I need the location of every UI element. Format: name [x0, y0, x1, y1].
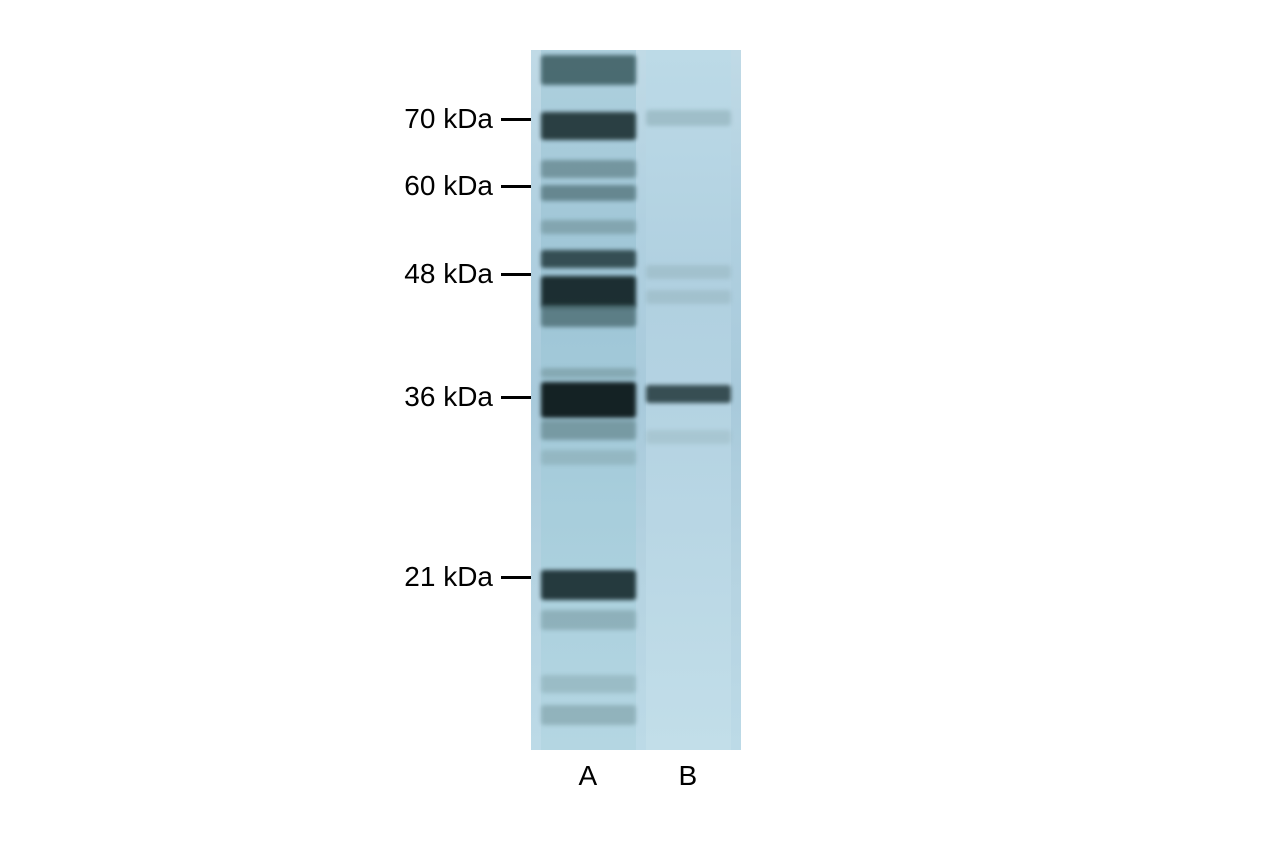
lane-b: [646, 50, 731, 750]
blot-band: [541, 368, 636, 378]
blot-band: [541, 570, 636, 600]
mw-label-21: 21 kDa: [404, 561, 531, 593]
blot-band: [541, 450, 636, 465]
blot-band: [541, 112, 636, 140]
mw-labels-column: 70 kDa 60 kDa 48 kDa 36 kDa 21 kDa: [371, 50, 531, 750]
blot-band: [541, 220, 636, 234]
lane-a: [541, 50, 636, 750]
mw-tick-icon: [501, 118, 531, 121]
mw-label-60: 60 kDa: [404, 170, 531, 202]
blot-band: [541, 250, 636, 268]
lane-label-b: B: [679, 760, 698, 792]
blot-band: [541, 610, 636, 630]
mw-label-text: 48 kDa: [404, 258, 501, 290]
blot-band: [646, 110, 731, 126]
mw-label-36: 36 kDa: [404, 381, 531, 413]
blot-band: [541, 160, 636, 178]
blot-band: [646, 430, 731, 444]
blot-band: [646, 385, 731, 403]
blot-band: [646, 290, 731, 304]
mw-label-text: 60 kDa: [404, 170, 501, 202]
lane-label-a: A: [579, 760, 598, 792]
blot-band: [541, 55, 636, 85]
blot-band: [541, 705, 636, 725]
mw-label-text: 36 kDa: [404, 381, 501, 413]
mw-label-text: 21 kDa: [404, 561, 501, 593]
blot-band: [646, 265, 731, 279]
blot-band: [541, 382, 636, 418]
blot-band: [541, 185, 636, 201]
lane-labels-row: A B: [531, 760, 741, 800]
mw-label-70: 70 kDa: [404, 103, 531, 135]
blot-membrane: [531, 50, 741, 750]
blot-figure: 70 kDa 60 kDa 48 kDa 36 kDa 21 kDa A B: [371, 50, 871, 810]
blot-band: [541, 675, 636, 693]
blot-band: [541, 276, 636, 308]
blot-band: [541, 305, 636, 327]
mw-tick-icon: [501, 396, 531, 399]
mw-tick-icon: [501, 185, 531, 188]
mw-label-text: 70 kDa: [404, 103, 501, 135]
mw-tick-icon: [501, 273, 531, 276]
mw-label-48: 48 kDa: [404, 258, 531, 290]
blot-band: [541, 420, 636, 440]
mw-tick-icon: [501, 576, 531, 579]
